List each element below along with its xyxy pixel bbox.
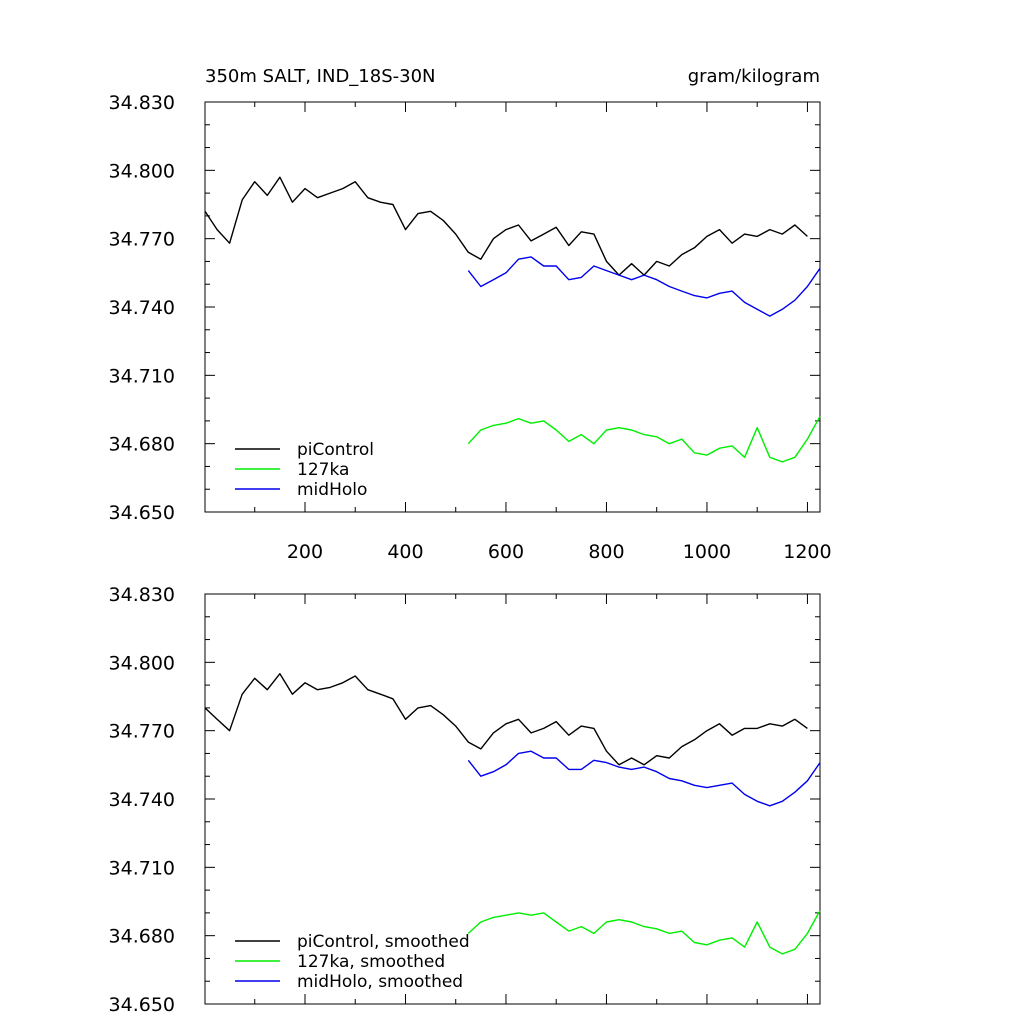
y-tick-label: 34.650 bbox=[109, 994, 175, 1016]
series-line-midholo bbox=[467, 750, 821, 807]
y-tick-label: 34.740 bbox=[109, 789, 175, 811]
y-tick-label: 34.680 bbox=[109, 926, 175, 948]
y-tick-label: 34.770 bbox=[109, 721, 175, 743]
legend-label: 127ka, smoothed bbox=[297, 952, 445, 972]
y-tick-label: 34.800 bbox=[109, 160, 175, 182]
series-line-127ka bbox=[467, 910, 821, 955]
chart-title: 350m SALT, IND_18S-30N bbox=[205, 66, 436, 87]
raw-series-panel: 34.650 34.680 34.710 34.740 34.770 34.800 34.8… bbox=[109, 92, 832, 563]
legend-label: piControl, smoothed bbox=[297, 932, 470, 952]
series-line-127ka bbox=[467, 415, 821, 463]
x-tick-label: 600 bbox=[488, 541, 524, 563]
x-tick-label: 200 bbox=[287, 541, 323, 563]
series-line-picontrol bbox=[204, 673, 808, 766]
y-tick-label: 34.770 bbox=[109, 229, 175, 251]
legend-label: midHolo, smoothed bbox=[297, 972, 463, 992]
series-line-picontrol bbox=[204, 176, 808, 276]
units-label: gram/kilogram bbox=[688, 66, 820, 87]
y-tick-label: 34.680 bbox=[109, 434, 175, 456]
y-tick-label: 34.740 bbox=[109, 297, 175, 319]
y-tick-label: 34.830 bbox=[109, 92, 175, 114]
series-line-midholo bbox=[467, 256, 821, 317]
y-tick-label: 34.710 bbox=[109, 857, 175, 879]
legend-label: midHolo bbox=[297, 480, 367, 500]
y-tick-label: 34.710 bbox=[109, 365, 175, 387]
smoothed-series-panel: 34.650 34.680 34.710 34.740 34.770 34.800 34.8… bbox=[109, 584, 821, 1016]
legend-label: 127ka bbox=[297, 460, 349, 480]
x-tick-label: 1200 bbox=[783, 541, 831, 563]
y-tick-label: 34.830 bbox=[109, 584, 175, 606]
x-tick-label: 1000 bbox=[683, 541, 731, 563]
y-tick-label: 34.650 bbox=[109, 502, 175, 524]
y-tick-label: 34.800 bbox=[109, 652, 175, 674]
x-tick-label: 800 bbox=[588, 541, 624, 563]
x-tick-label: 400 bbox=[387, 541, 423, 563]
legend-label: piControl bbox=[297, 440, 374, 460]
